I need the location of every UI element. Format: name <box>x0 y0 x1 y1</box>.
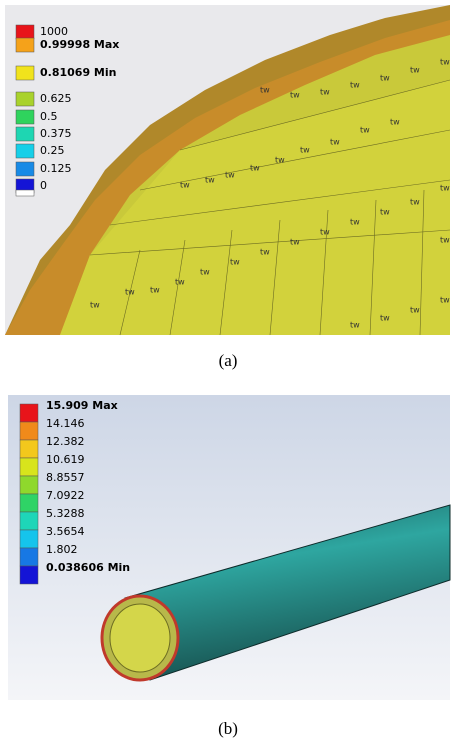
legend-label: 0.99998 Max <box>40 38 119 51</box>
mesh-label: tw <box>440 184 450 193</box>
legend-swatch <box>19 511 39 531</box>
mesh-label: tw <box>330 138 340 147</box>
legend-swatch <box>19 547 39 567</box>
mesh-label: tw <box>360 126 370 135</box>
mesh-label: tw <box>175 278 185 287</box>
mesh-label: tw <box>90 301 100 310</box>
legend-label: 3.5654 <box>46 525 85 538</box>
legend-label: 14.146 <box>46 417 85 430</box>
legend-label: 0.625 <box>40 92 72 105</box>
legend-swatch <box>19 529 39 549</box>
mesh-label: tw <box>440 58 450 67</box>
legend-label: 15.909 Max <box>46 399 118 412</box>
mesh-label: tw <box>350 321 360 330</box>
tube-inner <box>109 603 171 673</box>
legend-swatch <box>15 65 35 81</box>
mesh-label: tw <box>410 306 420 315</box>
mesh-label: tw <box>275 156 285 165</box>
legend-label: 0.25 <box>40 144 65 157</box>
mesh-label: tw <box>200 268 210 277</box>
legend-swatch <box>15 161 35 177</box>
legend-swatch <box>19 403 39 423</box>
mesh-label: tw <box>320 228 330 237</box>
mesh-label: tw <box>380 74 390 83</box>
mesh-label: tw <box>390 118 400 127</box>
legend-label: 0.81069 Min <box>40 66 116 79</box>
mesh-label: tw <box>250 164 260 173</box>
mesh-label: tw <box>260 86 270 95</box>
mesh-label: tw <box>350 81 360 90</box>
legend-swatch <box>15 24 35 40</box>
mesh-label: tw <box>225 171 235 180</box>
mesh-label: tw <box>350 218 360 227</box>
mesh-label: tw <box>440 236 450 245</box>
mesh-label: tw <box>125 288 135 297</box>
legend-label: 7.0922 <box>46 489 85 502</box>
mesh <box>89 79 451 336</box>
legend-swatch <box>19 493 39 513</box>
legend-swatch <box>15 91 35 107</box>
mesh-label: tw <box>150 286 160 295</box>
legend-label: 0.375 <box>40 127 72 140</box>
caption: (b) <box>218 719 238 738</box>
mesh-label: tw <box>380 314 390 323</box>
mesh-label: tw <box>290 238 300 247</box>
legend-swatch <box>19 421 39 441</box>
legend-label: 0.5 <box>40 110 58 123</box>
caption: (a) <box>219 351 238 370</box>
legend-swatch <box>15 189 35 197</box>
legend-swatch <box>19 457 39 477</box>
legend-label: 0.038606 Min <box>46 561 130 574</box>
mesh-label: tw <box>300 146 310 155</box>
legend-swatch <box>19 475 39 495</box>
legend-label: 12.382 <box>46 435 85 448</box>
legend-swatch <box>15 143 35 159</box>
mesh-label: tw <box>290 91 300 100</box>
mesh-label: tw <box>380 208 390 217</box>
legend-label: 1000 <box>40 25 68 38</box>
mesh-label: tw <box>410 66 420 75</box>
legend-swatch <box>15 126 35 142</box>
legend-label: 10.619 <box>46 453 85 466</box>
legend-label: 0 <box>40 179 47 192</box>
mesh-label: tw <box>410 198 420 207</box>
mesh-label: tw <box>230 258 240 267</box>
mesh-label: tw <box>180 181 190 190</box>
legend-swatch <box>19 439 39 459</box>
mesh-label: tw <box>260 248 270 257</box>
panel-a <box>5 5 451 336</box>
legend-label: 8.8557 <box>46 471 85 484</box>
mesh-label: tw <box>440 296 450 305</box>
legend-swatch <box>19 565 39 585</box>
mesh-label: tw <box>320 88 330 97</box>
surface-face <box>60 80 450 335</box>
legend-swatch <box>15 37 35 53</box>
panel-b <box>8 395 451 700</box>
mesh-label: tw <box>205 176 215 185</box>
legend-swatch <box>15 109 35 125</box>
legend-label: 0.125 <box>40 162 72 175</box>
legend-label: 5.3288 <box>46 507 85 520</box>
legend-label: 1.802 <box>46 543 78 556</box>
